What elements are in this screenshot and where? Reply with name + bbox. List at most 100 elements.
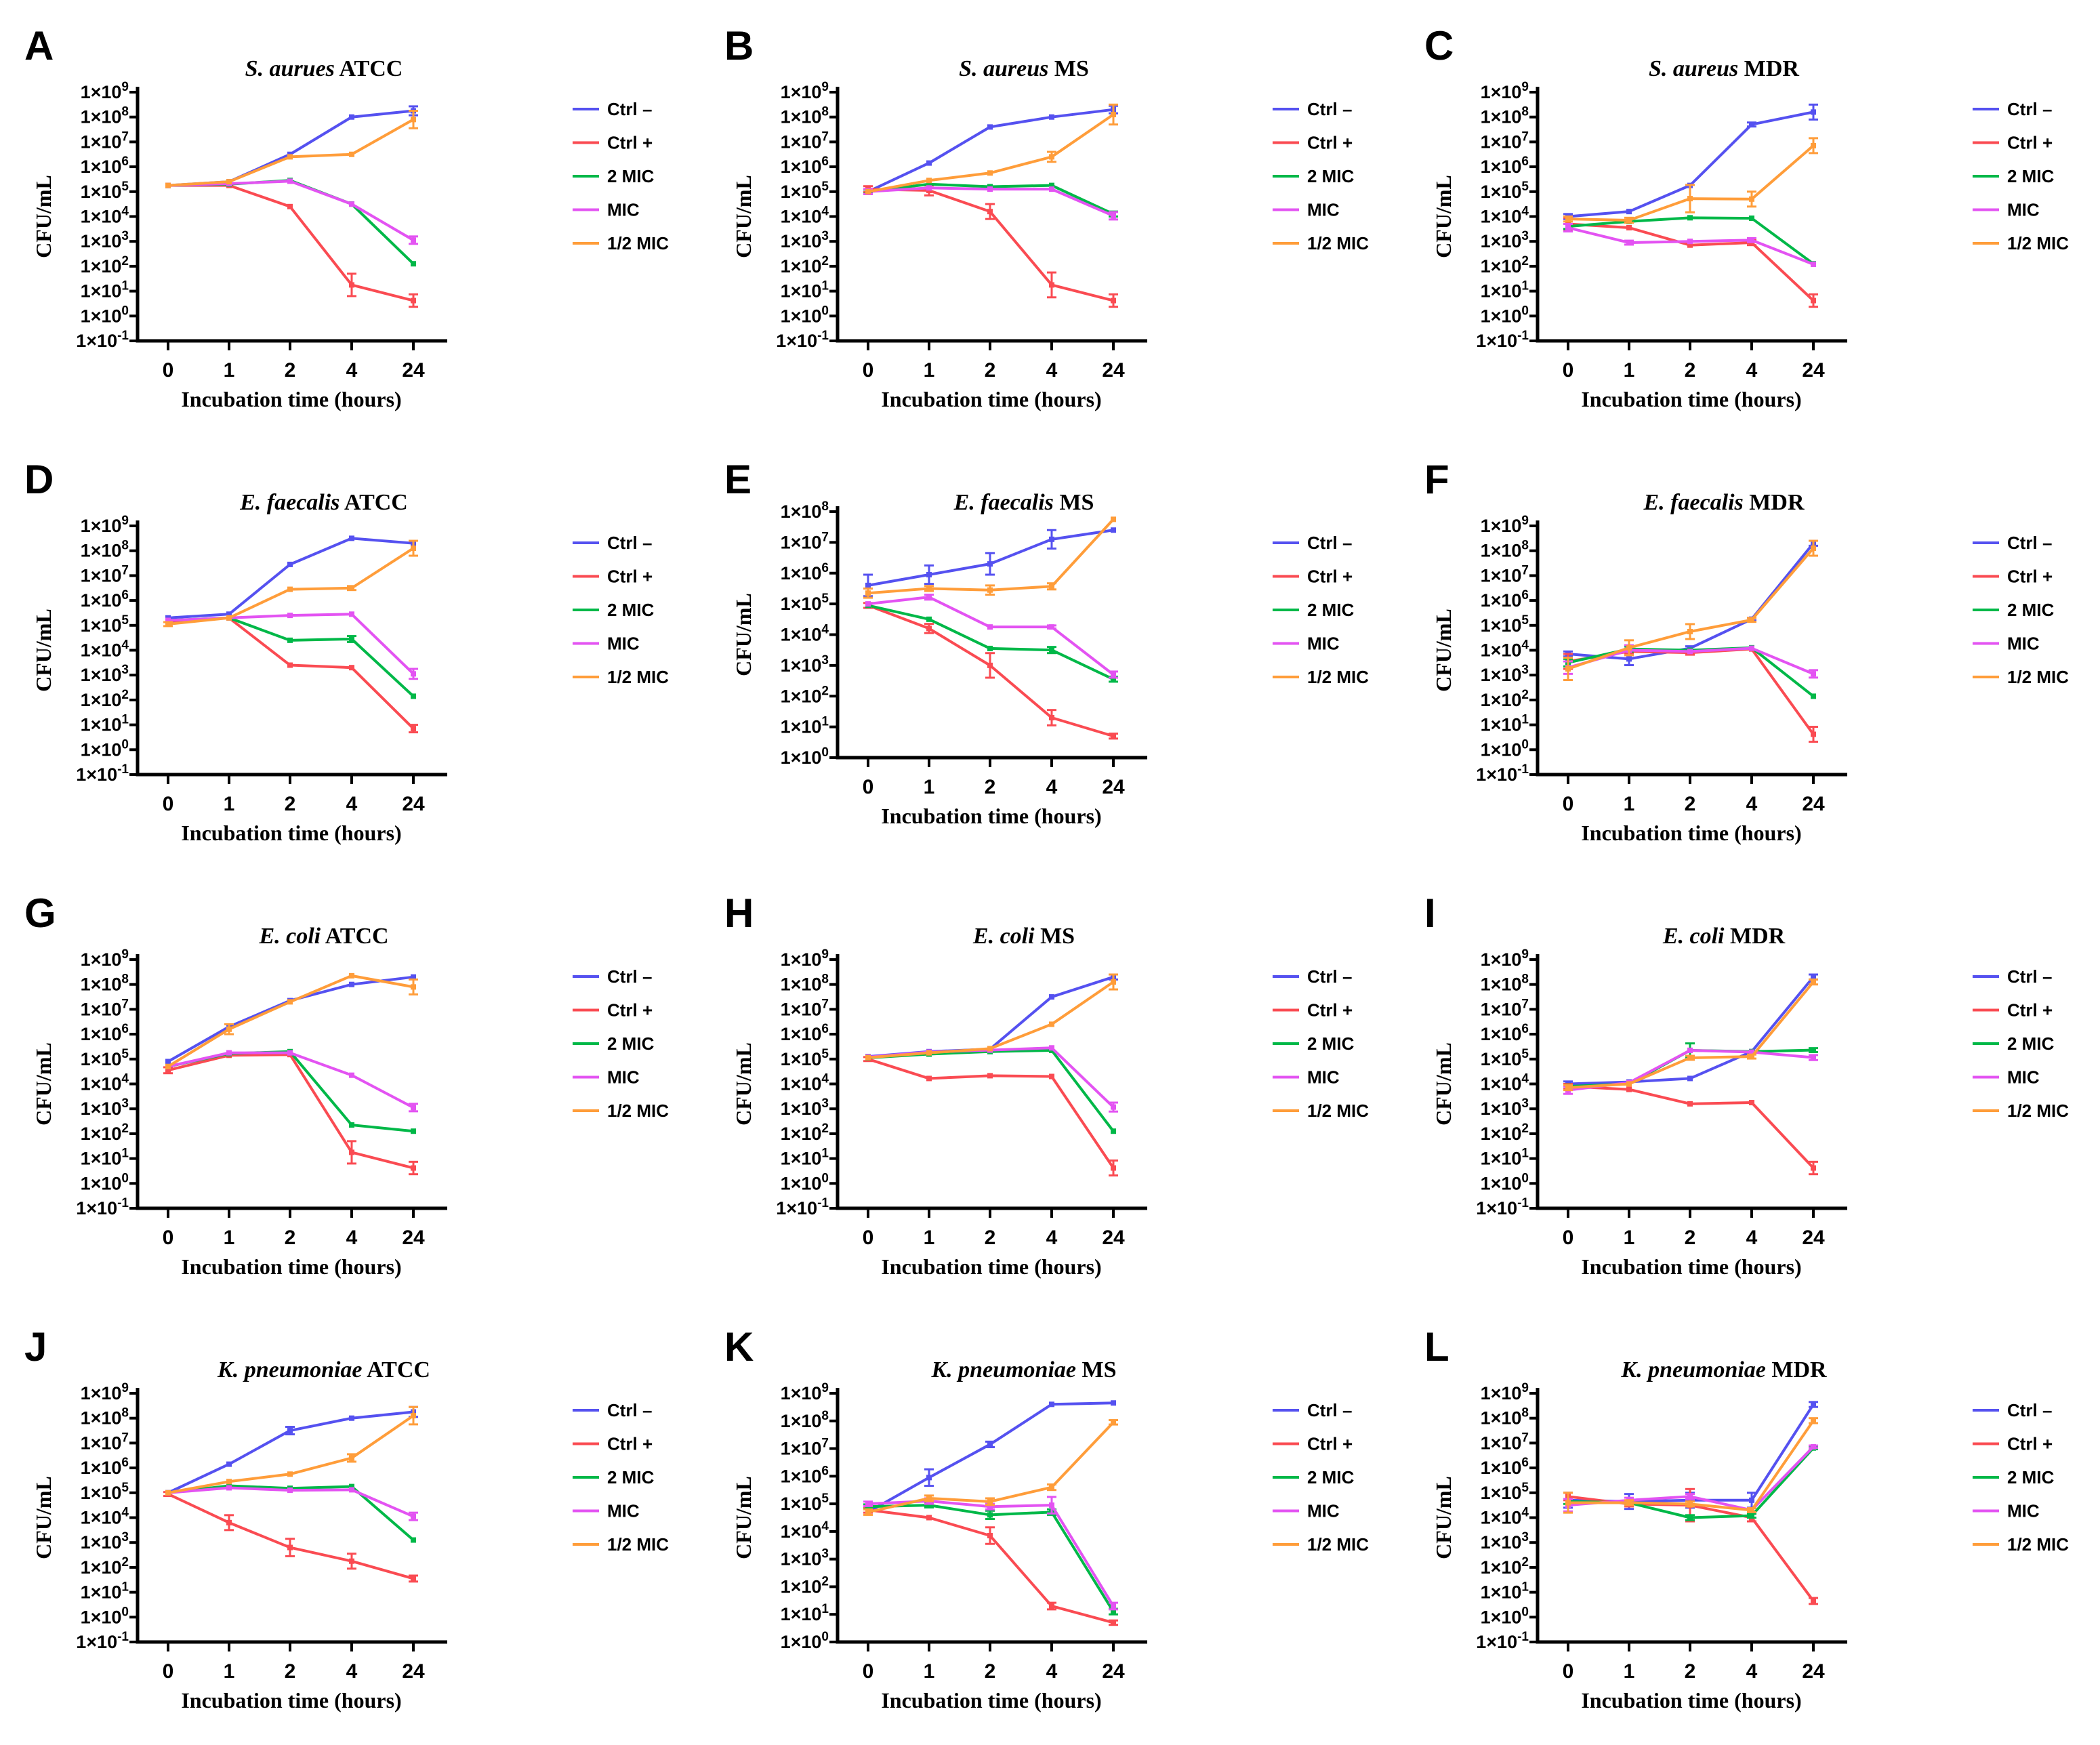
legend: Ctrl – Ctrl + 2 MIC MIC 1/2 MIC bbox=[1973, 966, 2069, 1121]
y-tick-label: 1×108 bbox=[81, 1406, 129, 1429]
data-point-ctrl-plus bbox=[1049, 1603, 1054, 1609]
series-line-ctrl-minus bbox=[167, 1410, 414, 1494]
data-point-ctrl-minus bbox=[987, 561, 993, 567]
data-point-ctrl-plus bbox=[226, 1519, 232, 1525]
panel-B: B S. aureus MS 1×109 1×108 1×107 1×106 1×105 1×… bbox=[700, 0, 1400, 434]
panel-letter: G bbox=[24, 890, 56, 936]
data-point-ctrl-minus bbox=[926, 572, 932, 578]
legend-label-2-mic: 2 MIC bbox=[2007, 166, 2055, 186]
x-tick-label: 2 bbox=[285, 1660, 296, 1683]
series-ctrl-minus bbox=[165, 1405, 418, 1496]
data-point-2-mic bbox=[926, 181, 932, 187]
y-tick-label: 1×108 bbox=[81, 105, 129, 127]
data-point-mic bbox=[987, 624, 993, 630]
legend-label-ctrl-minus: Ctrl – bbox=[2007, 1400, 2052, 1420]
panel-I: I E. coli MDR 1×109 1×108 1×107 1×106 1×105 1×1… bbox=[1400, 867, 2100, 1301]
legend-label-half-mic: 1/2 MIC bbox=[2007, 667, 2069, 687]
data-point-half-mic bbox=[1811, 1418, 1816, 1424]
data-point-2-mic bbox=[1687, 1515, 1693, 1521]
data-point-ctrl-minus bbox=[1049, 994, 1054, 1000]
legend-label-ctrl-minus: Ctrl – bbox=[2007, 966, 2052, 987]
y-tick-label: 1×106 bbox=[81, 588, 129, 611]
data-point-mic bbox=[287, 1487, 293, 1494]
y-tick-label: 1×101 bbox=[781, 1147, 829, 1169]
x-tick-label: 24 bbox=[402, 359, 425, 382]
legend-label-mic: MIC bbox=[1307, 1501, 1340, 1521]
x-tick-label: 4 bbox=[346, 1227, 358, 1249]
y-tick-label: 1×109 bbox=[81, 1381, 129, 1403]
series-2-mic bbox=[865, 1047, 1116, 1134]
x-tick-label: 2 bbox=[985, 1660, 996, 1683]
legend-label-ctrl-plus: Ctrl + bbox=[607, 1000, 653, 1021]
y-tick-label: 1×100 bbox=[81, 304, 129, 326]
data-point-half-mic bbox=[287, 1471, 293, 1477]
y-tick-label: 1×104 bbox=[81, 1506, 129, 1528]
y-axis-title: CFU/mL bbox=[1431, 1476, 1456, 1559]
panel-title: S. aurues ATCC bbox=[245, 56, 403, 81]
data-point-2-mic bbox=[1049, 647, 1054, 653]
series-ctrl-plus bbox=[863, 1506, 1118, 1626]
y-tick-label: 1×104 bbox=[781, 1072, 829, 1094]
y-tick-label: 1×100 bbox=[781, 1630, 829, 1652]
data-point-mic bbox=[1111, 213, 1116, 219]
data-point-half-mic bbox=[865, 590, 871, 596]
data-point-ctrl-plus bbox=[1111, 297, 1116, 304]
data-point-mic bbox=[1049, 1502, 1054, 1508]
panel-title-organism: E. faecalis bbox=[239, 490, 339, 515]
y-tick-label: 1×108 bbox=[1481, 1406, 1529, 1429]
data-point-ctrl-plus bbox=[1687, 1101, 1693, 1107]
y-tick-label: 1×103 bbox=[81, 1530, 129, 1553]
axes bbox=[836, 1388, 1147, 1644]
axes bbox=[836, 87, 1147, 343]
panel-F: F E. faecalis MDR 1×109 1×108 1×107 1×106 1×10… bbox=[1400, 434, 2100, 867]
data-point-ctrl-plus bbox=[349, 1558, 354, 1564]
y-axis-title: CFU/mL bbox=[31, 1476, 56, 1559]
x-tick-label: 2 bbox=[985, 359, 996, 382]
x-tick-label: 4 bbox=[1046, 359, 1058, 382]
y-tick-label: 1×10-1 bbox=[1476, 762, 1529, 785]
legend-label-half-mic: 1/2 MIC bbox=[1307, 233, 1369, 253]
data-point-ctrl-minus bbox=[1749, 121, 1754, 127]
y-tick-label: 1×100 bbox=[1481, 1171, 1529, 1193]
series-half-mic bbox=[865, 973, 1118, 1061]
y-axis-title: CFU/mL bbox=[731, 1042, 756, 1126]
legend-label-ctrl-minus: Ctrl – bbox=[607, 99, 652, 119]
panel-letter: B bbox=[724, 23, 754, 68]
y-tick-label: 1×104 bbox=[81, 205, 129, 227]
x-axis-title: Incubation time (hours) bbox=[1581, 1688, 1801, 1712]
legend: Ctrl – Ctrl + 2 MIC MIC 1/2 MIC bbox=[573, 99, 669, 253]
data-point-mic bbox=[411, 237, 416, 243]
legend-label-half-mic: 1/2 MIC bbox=[1307, 1534, 1369, 1555]
data-point-ctrl-minus bbox=[987, 1441, 993, 1448]
y-tick-label: 1×103 bbox=[1481, 663, 1529, 685]
legend: Ctrl – Ctrl + 2 MIC MIC 1/2 MIC bbox=[1973, 1400, 2069, 1555]
data-point-half-mic bbox=[226, 1026, 232, 1032]
data-point-ctrl-minus bbox=[1811, 109, 1816, 115]
y-tick-label: 1×104 bbox=[781, 1519, 829, 1542]
series-half-mic bbox=[165, 972, 418, 1069]
legend-label-ctrl-plus: Ctrl + bbox=[2007, 1434, 2053, 1454]
data-point-half-mic bbox=[1687, 1054, 1693, 1061]
data-point-2-mic bbox=[411, 693, 416, 699]
y-axis-ticks: 1×1091×1081×1071×1061×1051×1041×1031×102… bbox=[76, 947, 138, 1218]
y-tick-label: 1×108 bbox=[1481, 539, 1529, 561]
series-2-mic bbox=[863, 1502, 1118, 1616]
legend-label-ctrl-plus: Ctrl + bbox=[1307, 133, 1353, 153]
y-tick-label: 1×101 bbox=[781, 279, 829, 302]
y-axis-ticks: 1×1091×1081×1071×1061×1051×1041×1031×102… bbox=[76, 514, 138, 785]
series-ctrl-minus bbox=[1563, 539, 1818, 667]
axes bbox=[136, 87, 447, 343]
x-axis-title: Incubation time (hours) bbox=[181, 821, 401, 845]
y-tick-label: 1×106 bbox=[781, 561, 829, 583]
x-tick-label: 2 bbox=[285, 359, 296, 382]
y-tick-label: 1×109 bbox=[1481, 1381, 1529, 1403]
y-tick-label: 1×108 bbox=[1481, 972, 1529, 995]
data-point-half-mic bbox=[1049, 1484, 1054, 1490]
y-tick-label: 1×103 bbox=[781, 1547, 829, 1569]
panel-title-organism: K. pneumoniae bbox=[931, 1357, 1076, 1382]
x-axis-title: Incubation time (hours) bbox=[881, 1688, 1101, 1712]
data-point-half-mic bbox=[1049, 154, 1054, 160]
y-tick-label: 1×109 bbox=[81, 80, 129, 102]
x-axis-ticks: 0 1 2 4 24 bbox=[863, 341, 1125, 382]
